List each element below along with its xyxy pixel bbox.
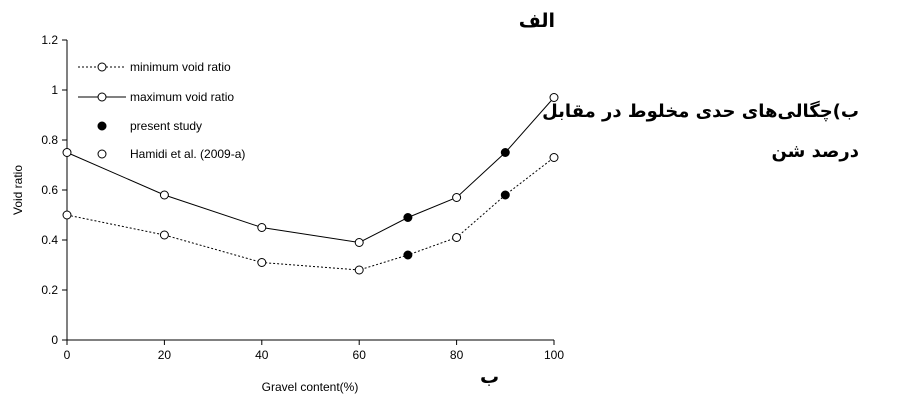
- figure-caption: ب)چگالی‌های حدی مخلوط در مقابل درصد شن: [542, 101, 859, 162]
- present-study-point: [500, 148, 510, 157]
- legend-marker: [97, 149, 107, 159]
- legend-label: minimum void ratio: [130, 60, 231, 74]
- x-axis-label: Gravel content(%): [262, 380, 359, 394]
- legend: minimum void ratio maximum void ratio pres…: [78, 60, 245, 161]
- hamidi-data-point: [549, 153, 559, 162]
- void-ratio-chart: 0 20 40 60 80 100 0 0.2 0.4 0.6 0.8 1 1.2 minimum vo…: [11, 33, 564, 394]
- hamidi-data-point: [452, 233, 462, 242]
- legend-label: present study: [130, 119, 202, 133]
- series-line: [66, 157, 555, 271]
- axes: 0 20 40 60 80 100 0 0.2 0.4 0.6 0.8 1 1.2: [41, 33, 564, 362]
- hamidi-data-point: [257, 223, 267, 232]
- x-tick-label: 100: [544, 348, 564, 362]
- series-line: [66, 97, 555, 244]
- y-tick-label: 0.4: [41, 233, 58, 247]
- panel-label-alef: الف: [518, 10, 555, 32]
- present-study-point: [403, 250, 413, 260]
- x-tick-label: 80: [450, 348, 464, 362]
- hamidi-data-point: [452, 193, 462, 202]
- y-tick-label: 0.6: [41, 183, 58, 197]
- y-tick-label: 1.2: [41, 33, 58, 47]
- legend-label: maximum void ratio: [130, 90, 234, 104]
- legend-marker: [97, 92, 107, 102]
- x-tick-label: 0: [64, 348, 71, 362]
- y-tick-label: 0: [51, 333, 58, 347]
- hamidi-data-point: [354, 238, 364, 247]
- hamidi-data-point: [62, 210, 72, 220]
- hamidi-data-point: [159, 230, 169, 240]
- x-tick-label: 60: [353, 348, 367, 362]
- hamidi-data-point: [159, 190, 169, 200]
- present-study-point: [403, 213, 413, 222]
- x-tick-label: 20: [158, 348, 172, 362]
- hamidi-data-point: [549, 93, 559, 102]
- legend-marker: [97, 62, 107, 72]
- panel-label-be: ب: [480, 366, 500, 388]
- x-tick-label: 40: [255, 348, 269, 362]
- hamidi-data-point: [257, 258, 267, 267]
- hamidi-data-point: [62, 148, 72, 157]
- present-study-point: [500, 190, 510, 200]
- y-tick-label: 0.2: [41, 283, 58, 297]
- legend-label: Hamidi et al. (2009-a): [130, 147, 245, 161]
- y-tick-label: 0.8: [41, 133, 58, 147]
- y-tick-label: 1: [51, 83, 58, 97]
- y-axis-label: Void ratio: [11, 165, 25, 215]
- hamidi-data-point: [354, 265, 364, 275]
- series-layer: [62, 93, 559, 275]
- legend-marker: [97, 121, 107, 131]
